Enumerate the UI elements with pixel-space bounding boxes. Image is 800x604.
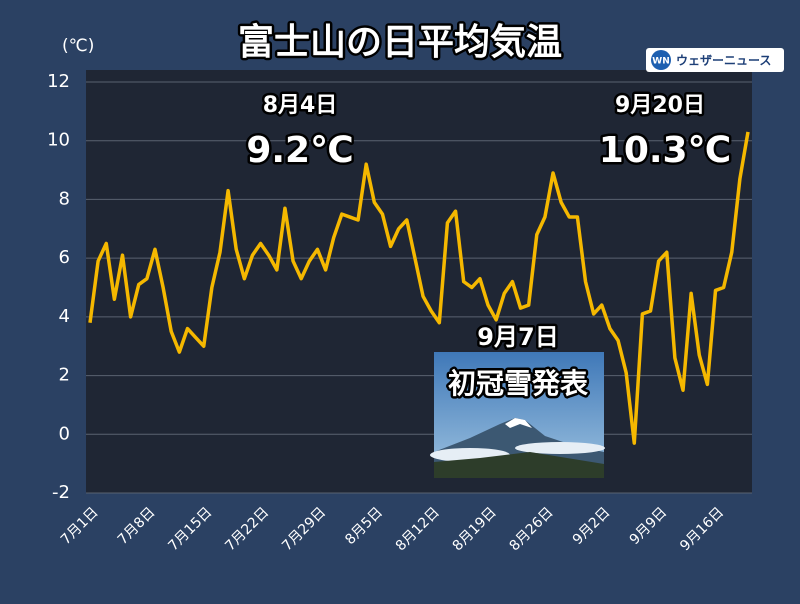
logo-icon bbox=[651, 50, 671, 70]
x-tick-label: 8月19日 bbox=[450, 504, 500, 554]
x-tick-label: 7月8日 bbox=[115, 504, 159, 548]
x-tick-label: 7月29日 bbox=[279, 504, 329, 554]
y-tick-label: 10 bbox=[47, 130, 70, 151]
logo-mark: WN bbox=[652, 57, 669, 67]
y-tick-label: 0 bbox=[59, 423, 70, 444]
y-tick-label: 12 bbox=[47, 71, 70, 92]
chart-title: 富士山の日平均気温 bbox=[238, 21, 562, 63]
x-tick-label: 8月26日 bbox=[507, 504, 557, 554]
y-tick-label: 6 bbox=[59, 247, 70, 268]
annotation: 初冠雪発表 bbox=[448, 367, 588, 400]
y-axis-label: (℃) bbox=[62, 36, 94, 56]
annotation: 9.2℃ bbox=[246, 130, 353, 171]
x-tick-label: 9月9日 bbox=[627, 504, 671, 548]
photo-ridge bbox=[434, 452, 604, 478]
photo-cloud bbox=[515, 442, 605, 454]
photo bbox=[430, 352, 605, 478]
x-tick-label: 8月12日 bbox=[393, 504, 443, 554]
x-tick-label: 9月2日 bbox=[570, 504, 614, 548]
logo-box bbox=[646, 48, 784, 72]
x-tick-label: 7月15日 bbox=[165, 504, 215, 554]
y-tick-label: -2 bbox=[52, 482, 70, 503]
x-tick-label: 9月16日 bbox=[677, 504, 727, 554]
annotation: 10.3℃ bbox=[599, 130, 731, 171]
annotation: 9月7日 bbox=[477, 323, 558, 351]
annotation: 9月20日 bbox=[615, 93, 705, 118]
x-tick-label: 8月5日 bbox=[342, 504, 386, 548]
x-tick-label: 7月22日 bbox=[222, 504, 272, 554]
data-line bbox=[88, 131, 750, 445]
photo-snow bbox=[505, 418, 532, 428]
y-tick-label: 8 bbox=[59, 188, 70, 209]
annotation: 8月4日 bbox=[263, 93, 338, 118]
y-tick-label: 2 bbox=[59, 365, 70, 386]
y-tick-label: 4 bbox=[59, 306, 70, 327]
logo: WN ウェザーニュース bbox=[646, 48, 784, 72]
logo-text: ウェザーニュース bbox=[676, 54, 771, 68]
x-tick-label: 7月1日 bbox=[58, 504, 102, 548]
